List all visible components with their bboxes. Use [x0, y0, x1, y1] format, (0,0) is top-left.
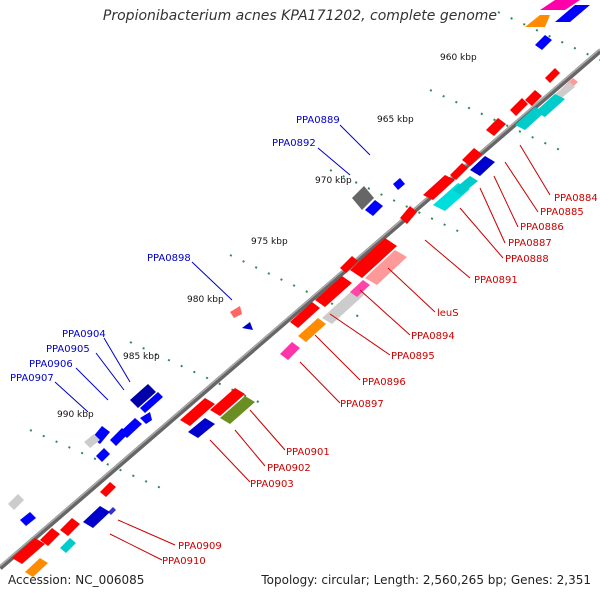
accession-label: Accession: NC_006085 — [8, 573, 145, 587]
locus-label: PPA0901 — [286, 447, 330, 458]
gene-feature — [20, 512, 36, 526]
locus-label: PPA0884 — [554, 193, 598, 204]
locus-label: PPA0910 — [162, 556, 206, 567]
gene-feature — [423, 175, 455, 200]
gene-feature — [84, 434, 100, 448]
gene-feature — [12, 538, 45, 564]
locus-label: PPA0888 — [505, 254, 549, 265]
gene-features-strand-b — [12, 0, 590, 577]
gene-feature — [450, 163, 468, 180]
genome-backbone — [0, 49, 600, 570]
gene-feature — [100, 482, 116, 497]
locus-label: PPA0885 — [540, 207, 584, 218]
locus-label: PPA0887 — [508, 238, 552, 249]
gene-feature — [322, 288, 365, 324]
gene-feature — [83, 506, 110, 528]
locus-label: PPA0891 — [474, 275, 518, 286]
gene-feature — [180, 398, 215, 426]
gene-feature — [453, 176, 478, 195]
map-title: Propionibacterium acnes KPA171202, compl… — [102, 8, 498, 24]
gene-feature — [60, 518, 80, 536]
gene-feature — [315, 276, 352, 307]
tick-label: 960 kbp — [440, 53, 477, 63]
locus-label: PPA0895 — [391, 351, 435, 362]
locus-label: PPA0894 — [411, 331, 455, 342]
locus-label: leuS — [437, 308, 459, 319]
locus-label: PPA0909 — [178, 541, 222, 552]
gene-feature — [220, 396, 255, 424]
locus-label: PPA0902 — [267, 463, 311, 474]
genome-summary: Topology: circular; Length: 2,560,265 bp… — [261, 573, 591, 587]
locus-label: PPA0903 — [250, 479, 294, 490]
gene-feature — [525, 90, 542, 106]
gene-feature — [545, 68, 560, 83]
locus-label: PPA0886 — [520, 222, 564, 233]
gene-feature — [96, 448, 110, 462]
gene-feature — [25, 558, 48, 577]
locus-label: PPA0904 — [62, 329, 106, 340]
tick-label: 975 kbp — [251, 237, 288, 247]
leader-lines-blue — [54, 124, 371, 413]
gene-feature — [8, 494, 24, 510]
gene-feature — [298, 318, 326, 342]
gene-feature — [290, 302, 320, 328]
gene-feature — [535, 94, 565, 117]
locus-labels-red: PPA0884 PPA0885 PPA0886 PPA0887 PPA0888 … — [162, 193, 598, 567]
genome-backbone-highlight — [0, 48, 600, 567]
locus-label: PPA0905 — [46, 344, 90, 355]
locus-label: PPA0898 — [147, 253, 191, 264]
gene-feature — [188, 418, 215, 438]
gene-feature — [393, 178, 405, 190]
locus-label: PPA0897 — [340, 399, 384, 410]
gene-feature — [352, 186, 374, 210]
tick-label: 985 kbp — [123, 352, 160, 362]
tick-label: 965 kbp — [377, 115, 414, 125]
gene-feature — [110, 428, 128, 446]
gene-feature — [140, 392, 163, 413]
gene-feature — [130, 384, 156, 408]
gene-feature — [540, 0, 580, 10]
gene-feature — [350, 238, 397, 278]
gene-feature — [340, 256, 358, 273]
gene-feature — [242, 322, 253, 330]
locus-label: PPA0906 — [29, 359, 73, 370]
locus-label: PPA0889 — [296, 115, 340, 126]
gene-feature — [555, 5, 590, 22]
gene-feature — [350, 280, 370, 297]
gene-feature — [60, 538, 76, 553]
gene-feature — [462, 148, 482, 166]
tick-guides — [29, 11, 600, 493]
locus-labels-blue: PPA0889 PPA0892 PPA0898 PPA0904 PPA0905 … — [10, 115, 340, 384]
gene-feature — [140, 412, 152, 424]
tick-label: 990 kbp — [57, 410, 94, 420]
gene-feature — [280, 342, 300, 360]
gene-feature — [470, 156, 495, 176]
tick-label: 970 kbp — [315, 176, 352, 186]
gene-feature — [210, 388, 245, 416]
gene-feature — [365, 250, 407, 285]
gene-feature — [230, 306, 242, 318]
locus-label: PPA0892 — [272, 138, 316, 149]
gene-features-strand-a — [8, 178, 405, 526]
gene-feature — [400, 206, 417, 224]
gene-feature — [365, 200, 383, 216]
tick-label: 980 kbp — [187, 295, 224, 305]
gene-feature — [510, 98, 528, 116]
gene-feature — [535, 35, 552, 50]
gene-feature — [108, 507, 116, 515]
gene-feature — [486, 118, 506, 136]
gene-feature — [40, 528, 60, 546]
locus-label: PPA0907 — [10, 373, 54, 384]
tick-labels: 960 kbp 965 kbp 970 kbp 975 kbp 980 kbp … — [57, 53, 477, 420]
gene-feature — [525, 15, 550, 27]
leader-lines-red — [109, 144, 551, 561]
locus-label: PPA0896 — [362, 377, 406, 388]
